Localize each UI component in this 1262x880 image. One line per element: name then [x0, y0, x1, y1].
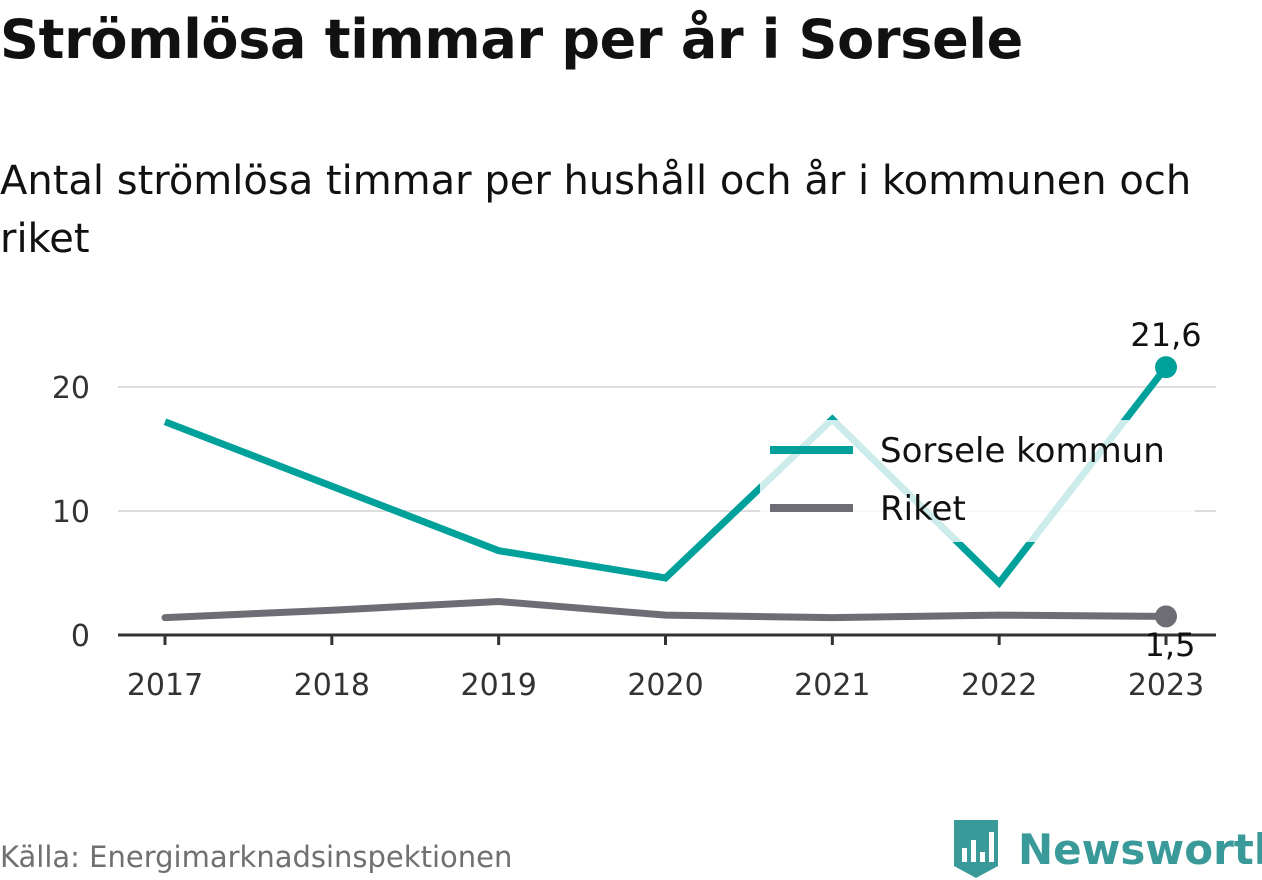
chart-subtitle: Antal strömlösa timmar per hushåll och å…: [0, 158, 1192, 262]
y-tick-label: 0: [71, 619, 90, 654]
x-tick-label: 2017: [127, 668, 203, 703]
legend-label-sorsele: Sorsele kommun: [880, 431, 1165, 471]
end-marker-sorsele: [1155, 356, 1177, 379]
y-tick-label: 20: [52, 371, 90, 406]
legend-backdrop: [760, 420, 1195, 542]
brand[interactable]: Newsworthy: [950, 818, 1262, 880]
brand-name: Newsworthy: [1018, 824, 1262, 874]
source-note: Källa: Energimarknadsinspektionen: [0, 840, 513, 874]
end-label-riket: 1,5: [1145, 626, 1196, 664]
x-tick-label: 2020: [627, 668, 703, 703]
x-tick-label: 2022: [961, 668, 1037, 703]
series-line-sorsele: [163, 365, 1169, 589]
series-line-riket: [161, 598, 1170, 622]
end-label-sorsele: 21,6: [1130, 316, 1201, 354]
x-tick-label: 2018: [294, 668, 370, 703]
legend-label-riket: Riket: [880, 489, 966, 529]
x-tick-label: 2023: [1128, 668, 1204, 703]
chart-title: Strömlösa timmar per år i Sorsele: [0, 8, 1023, 71]
newsworthy-logo-icon: [954, 820, 998, 878]
y-tick-label: 10: [52, 495, 90, 530]
x-tick-label: 2021: [794, 668, 870, 703]
end-marker-riket: [1155, 605, 1177, 628]
x-tick-label: 2019: [460, 668, 536, 703]
